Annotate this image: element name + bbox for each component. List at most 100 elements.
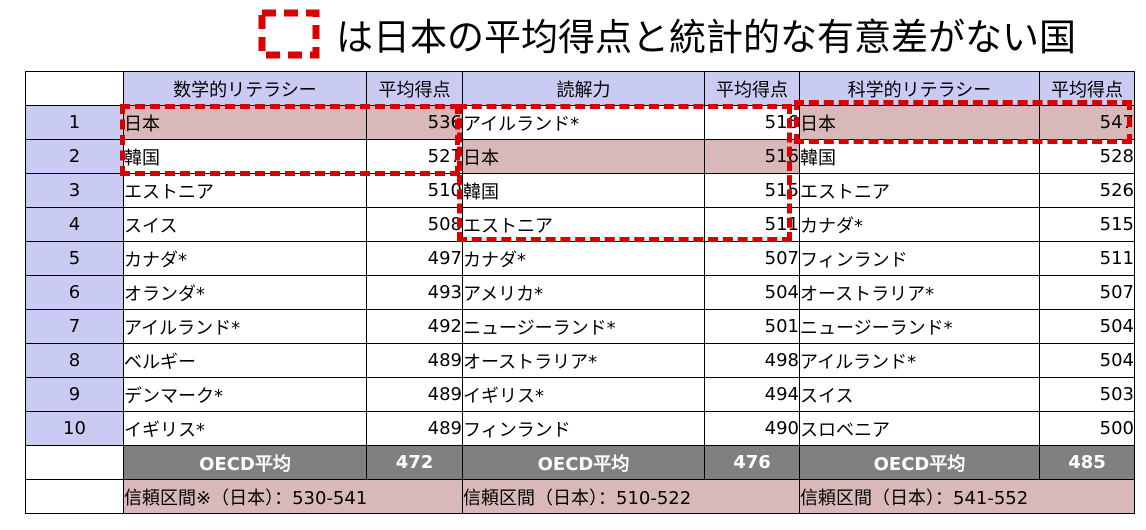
science-score: 515 bbox=[1039, 207, 1135, 242]
science-country: カナダ* bbox=[799, 207, 1040, 242]
oecd-label-science: OECD平均 bbox=[799, 445, 1040, 480]
science-score: 528 bbox=[1039, 139, 1135, 174]
reading-score: 501 bbox=[704, 309, 800, 344]
math-score: 493 bbox=[366, 275, 463, 310]
math-score: 489 bbox=[366, 377, 463, 412]
reading-country: カナダ* bbox=[462, 241, 705, 276]
math-country: カナダ* bbox=[123, 241, 367, 276]
reading-score: 494 bbox=[704, 377, 800, 412]
science-score: 503 bbox=[1039, 377, 1135, 412]
reading-score: 490 bbox=[704, 411, 800, 446]
oecd-row: OECD平均 472 OECD平均 476 OECD平均 485 bbox=[25, 445, 1135, 480]
rank-cell: 9 bbox=[25, 377, 124, 412]
reading-country: アメリカ* bbox=[462, 275, 705, 310]
reading-country: ニュージーランド* bbox=[462, 309, 705, 344]
dashed-box-icon bbox=[258, 9, 320, 59]
rank-cell: 4 bbox=[25, 207, 124, 242]
math-score: 489 bbox=[366, 411, 463, 446]
reading-score: 498 bbox=[704, 343, 800, 378]
table-row: 7 アイルランド* 492 ニュージーランド* 501 ニュージーランド* 50… bbox=[25, 309, 1135, 344]
oecd-label-reading: OECD平均 bbox=[462, 445, 705, 480]
reading-country: オーストラリア* bbox=[462, 343, 705, 378]
science-score: 504 bbox=[1039, 343, 1135, 378]
reading-country: アイルランド* bbox=[462, 105, 705, 140]
table-row: 4 スイス 508 エストニア 511 カナダ* 515 bbox=[25, 207, 1135, 242]
rank-cell: 8 bbox=[25, 343, 124, 378]
header-row: 数学的リテラシー 平均得点 読解力 平均得点 科学的リテラシー 平均得点 bbox=[25, 71, 1135, 106]
header-reading: 読解力 bbox=[462, 71, 705, 106]
math-country: スイス bbox=[123, 207, 367, 242]
math-country: 日本 bbox=[123, 105, 367, 140]
table-row: 1 日本 536 アイルランド* 516 日本 547 bbox=[25, 105, 1135, 140]
header-math-score: 平均得点 bbox=[366, 71, 463, 106]
table-row: 8 ベルギー 489 オーストラリア* 498 アイルランド* 504 bbox=[25, 343, 1135, 378]
header-math: 数学的リテラシー bbox=[123, 71, 367, 106]
confidence-science: 信頼区間（日本）：541-552 bbox=[799, 479, 1135, 514]
math-country: エストニア bbox=[123, 173, 367, 208]
science-country: エストニア bbox=[799, 173, 1040, 208]
header-reading-score: 平均得点 bbox=[704, 71, 800, 106]
rank-cell: 2 bbox=[25, 139, 124, 174]
reading-score: 516 bbox=[704, 105, 800, 140]
oecd-science: 485 bbox=[1039, 445, 1135, 480]
legend-text: は日本の平均得点と統計的な有意差がない国 bbox=[336, 16, 1076, 59]
math-score: 489 bbox=[366, 343, 463, 378]
math-country: イギリス* bbox=[123, 411, 367, 446]
oecd-reading: 476 bbox=[704, 445, 800, 480]
science-country: スロベニア bbox=[799, 411, 1040, 446]
rank-cell: 3 bbox=[25, 173, 124, 208]
math-score: 527 bbox=[366, 139, 463, 174]
oecd-label-math: OECD平均 bbox=[123, 445, 367, 480]
math-score: 510 bbox=[366, 173, 463, 208]
table-row: 9 デンマーク* 489 イギリス* 494 スイス 503 bbox=[25, 377, 1135, 412]
rank-cell: 10 bbox=[25, 411, 124, 446]
math-country: 韓国 bbox=[123, 139, 367, 174]
reading-country: 韓国 bbox=[462, 173, 705, 208]
reading-score: 507 bbox=[704, 241, 800, 276]
math-score: 508 bbox=[366, 207, 463, 242]
science-country: ニュージーランド* bbox=[799, 309, 1040, 344]
table-row: 6 オランダ* 493 アメリカ* 504 オーストラリア* 507 bbox=[25, 275, 1135, 310]
reading-country: エストニア bbox=[462, 207, 705, 242]
table-row: 3 エストニア 510 韓国 515 エストニア 526 bbox=[25, 173, 1135, 208]
legend: は日本の平均得点と統計的な有意差がない国 bbox=[258, 4, 1076, 64]
confidence-reading: 信頼区間（日本）：510-522 bbox=[462, 479, 800, 514]
math-country: デンマーク* bbox=[123, 377, 367, 412]
science-score: 504 bbox=[1039, 309, 1135, 344]
reading-country: イギリス* bbox=[462, 377, 705, 412]
science-country: アイルランド* bbox=[799, 343, 1040, 378]
rank-cell: 6 bbox=[25, 275, 124, 310]
math-country: オランダ* bbox=[123, 275, 367, 310]
table-row: 5 カナダ* 497 カナダ* 507 フィンランド 511 bbox=[25, 241, 1135, 276]
science-country: スイス bbox=[799, 377, 1040, 412]
ranking-table: 数学的リテラシー 平均得点 読解力 平均得点 科学的リテラシー 平均得点 1 日… bbox=[25, 71, 1135, 514]
science-country: 日本 bbox=[799, 105, 1040, 140]
oecd-blank bbox=[25, 445, 124, 480]
oecd-math: 472 bbox=[366, 445, 463, 480]
math-country: アイルランド* bbox=[123, 309, 367, 344]
reading-country: フィンランド bbox=[462, 411, 705, 446]
math-score: 492 bbox=[366, 309, 463, 344]
reading-score: 504 bbox=[704, 275, 800, 310]
science-score: 547 bbox=[1039, 105, 1135, 140]
header-science: 科学的リテラシー bbox=[799, 71, 1040, 106]
table-row: 10 イギリス* 489 フィンランド 490 スロベニア 500 bbox=[25, 411, 1135, 446]
science-country: フィンランド bbox=[799, 241, 1040, 276]
rank-cell: 1 bbox=[25, 105, 124, 140]
reading-country: 日本 bbox=[462, 139, 705, 174]
math-country: ベルギー bbox=[123, 343, 367, 378]
header-blank bbox=[25, 71, 124, 106]
math-score: 497 bbox=[366, 241, 463, 276]
rank-cell: 7 bbox=[25, 309, 124, 344]
table-row: 2 韓国 527 日本 516 韓国 528 bbox=[25, 139, 1135, 174]
science-score: 526 bbox=[1039, 173, 1135, 208]
science-score: 507 bbox=[1039, 275, 1135, 310]
science-score: 511 bbox=[1039, 241, 1135, 276]
science-score: 500 bbox=[1039, 411, 1135, 446]
reading-score: 515 bbox=[704, 173, 800, 208]
confidence-blank bbox=[25, 479, 124, 514]
confidence-math: 信頼区間※（日本）：530-541 bbox=[123, 479, 463, 514]
science-country: 韓国 bbox=[799, 139, 1040, 174]
header-science-score: 平均得点 bbox=[1039, 71, 1135, 106]
rank-cell: 5 bbox=[25, 241, 124, 276]
